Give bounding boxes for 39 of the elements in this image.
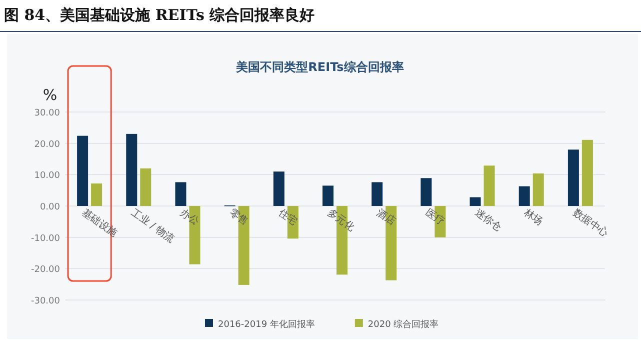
x-tick-label: 住宅 bbox=[276, 206, 300, 228]
x-tick-label: 工业 / 物流 bbox=[128, 206, 177, 245]
bar bbox=[140, 168, 152, 206]
y-tick-label: 0.00 bbox=[40, 202, 60, 212]
x-tick-label: 数据中心 bbox=[570, 206, 610, 240]
bar bbox=[189, 206, 200, 264]
bar bbox=[484, 166, 495, 206]
x-tick-label: 林场 bbox=[520, 206, 545, 228]
legend-label: 2016-2019 年化回报率 bbox=[218, 319, 315, 330]
bar bbox=[568, 150, 579, 206]
x-tick-label: 医疗 bbox=[423, 206, 447, 228]
bar bbox=[91, 183, 102, 206]
bar bbox=[518, 186, 530, 206]
x-tick-label: 基础设施 bbox=[80, 206, 120, 240]
bar bbox=[175, 182, 186, 206]
x-tick-label: 零售 bbox=[227, 206, 250, 228]
chart-title: 图 84、美国基础设施 REITs 综合回报率良好 bbox=[4, 6, 315, 24]
bar bbox=[420, 178, 432, 206]
bar bbox=[470, 197, 481, 206]
y-tick-label: -10.00 bbox=[30, 234, 60, 244]
legend-label: 2020 综合回报率 bbox=[368, 319, 439, 330]
bar bbox=[273, 172, 284, 206]
bar bbox=[532, 173, 544, 206]
y-axis-title: % bbox=[42, 86, 58, 104]
y-tick-label: 20.00 bbox=[34, 140, 60, 150]
x-tick-label: 多元化 bbox=[325, 206, 357, 234]
y-tick-label: 30.00 bbox=[34, 108, 60, 118]
chart-subtitle: 美国不同类型REITs综合回报率 bbox=[235, 60, 404, 74]
bar bbox=[126, 134, 138, 206]
y-tick-label: -20.00 bbox=[30, 265, 60, 276]
x-tick-label: 办公 bbox=[178, 206, 202, 228]
bar bbox=[582, 140, 593, 206]
y-tick-label: -30.00 bbox=[30, 296, 60, 306]
x-tick-label: 迷你仓 bbox=[472, 206, 504, 234]
bar bbox=[77, 136, 88, 206]
bar bbox=[322, 186, 334, 206]
x-tick-label: 酒店 bbox=[374, 206, 398, 228]
y-tick-label: 10.00 bbox=[34, 171, 60, 182]
bar bbox=[372, 182, 383, 206]
